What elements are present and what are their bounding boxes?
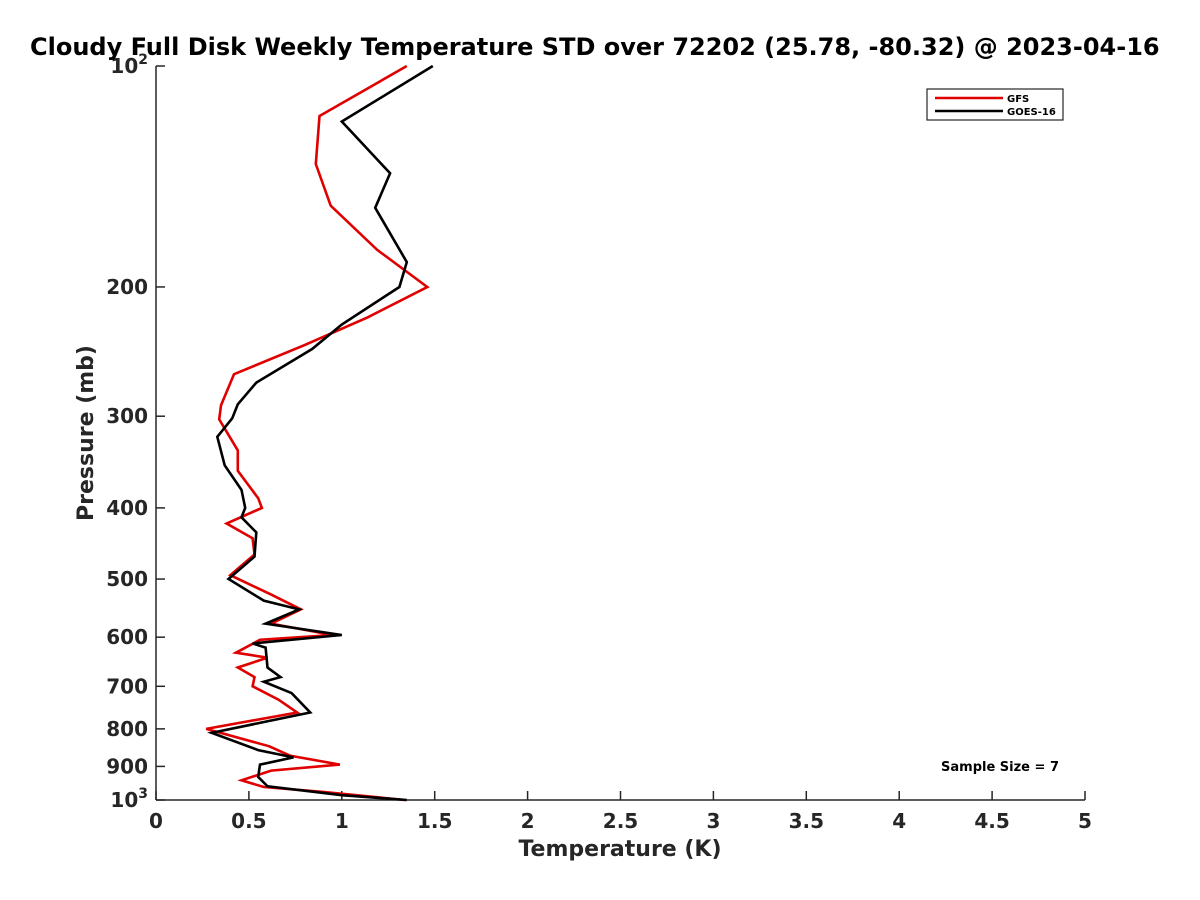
series-line-gfs (205, 64, 430, 802)
legend: GFS GOES-16 (926, 88, 1064, 121)
x-tick-label: 2 (521, 809, 535, 833)
x-tick-label: 0 (149, 809, 163, 833)
x-tick-label: 1.5 (417, 809, 452, 833)
y-tick-label: 103 (110, 786, 148, 812)
x-tick-label: 4 (892, 809, 906, 833)
sample-size-annotation: Sample Size = 7 (941, 760, 1059, 775)
x-tick-label: 1 (335, 809, 349, 833)
y-tick-label: 900 (106, 754, 148, 778)
x-tick-label: 2.5 (603, 809, 638, 833)
plot-area (155, 66, 1085, 801)
legend-box (926, 88, 1064, 121)
x-axis-label: Temperature (K) (518, 837, 721, 862)
y-tick-base: 10 (110, 54, 138, 78)
y-tick-exponent: 2 (138, 52, 148, 68)
y-tick-label: 200 (106, 275, 148, 299)
y-tick-label: 700 (106, 674, 148, 698)
legend-label: GFS (1007, 94, 1029, 105)
legend-items: GFS GOES-16 (935, 94, 1056, 118)
x-tick-label: 3 (706, 809, 720, 833)
series-layer (205, 64, 434, 802)
legend-label: GOES-16 (1007, 107, 1056, 118)
x-tick-label: 4.5 (974, 809, 1009, 833)
x-axis-ticks: 0 0.5 1 1.5 2 2.5 3 3.5 4 4.5 5 (149, 791, 1092, 833)
y-tick-label: 500 (106, 567, 148, 591)
y-tick-label: 102 (110, 52, 148, 78)
y-tick-label: 600 (106, 625, 148, 649)
y-tick-exponent: 3 (138, 786, 148, 802)
x-tick-label: 5 (1078, 809, 1092, 833)
y-tick-label: 400 (106, 496, 148, 520)
chart-title: Cloudy Full Disk Weekly Temperature STD … (30, 33, 1160, 61)
series-line-goes-16 (207, 64, 434, 802)
y-tick-label: 300 (106, 404, 148, 428)
y-tick-base: 10 (110, 788, 138, 812)
y-tick-label: 800 (106, 717, 148, 741)
x-tick-label: 3.5 (789, 809, 824, 833)
x-tick-label: 0.5 (231, 809, 266, 833)
y-axis-label: Pressure (mb) (74, 345, 99, 521)
